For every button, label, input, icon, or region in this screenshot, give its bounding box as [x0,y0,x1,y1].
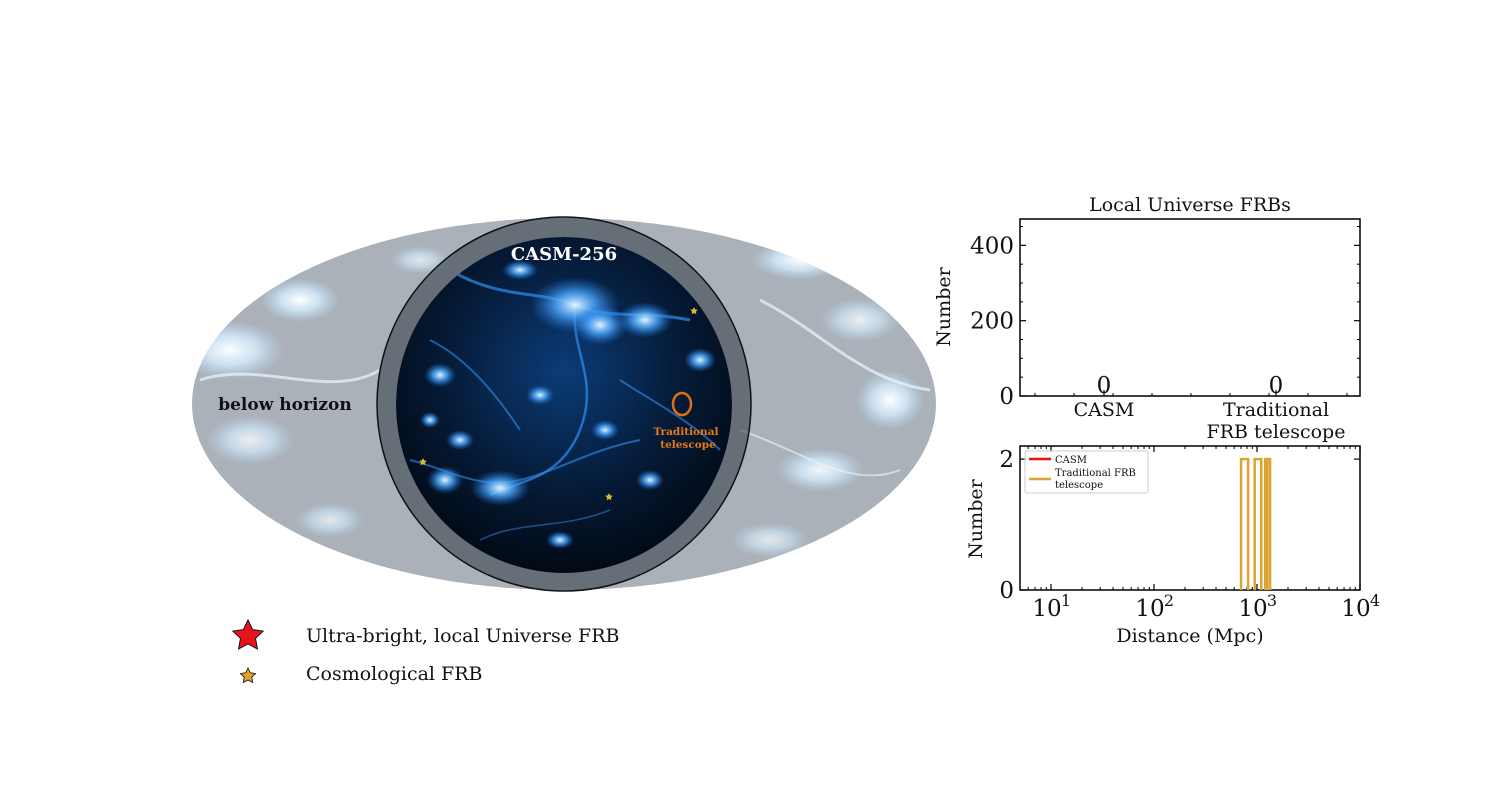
chart2-histogram-step [1239,457,1250,590]
chart2-ylabel: Number [965,478,987,558]
chart1-category-label: Traditional [1223,399,1329,421]
chart1-title: Local Universe FRBs [1089,194,1291,216]
small-gold-star-icon [239,667,257,684]
chart2-legend: CASM Traditional FRB telescope [1024,450,1149,494]
chart1-value-label: 0 [1097,373,1112,399]
chart1-ytick-label: 0 [999,384,1014,410]
chart2-histogram-step [1253,457,1263,590]
chart1-category-label: CASM [1074,399,1135,421]
field-of-view [396,237,732,573]
chart2-ytick-label: 0 [999,578,1014,604]
chart2-xtick-exponent: 3 [1267,591,1277,610]
chart2-xtick-exponent: 4 [1370,591,1380,610]
cosmological-frb-star-icon [419,458,427,466]
chart2-xtick-label: 10 [1032,596,1061,622]
chart1-category-label: FRB telescope [1207,421,1346,443]
chart2-xtick-exponent: 2 [1164,591,1174,610]
telescope-label-line1: Traditional [654,426,719,438]
chart1-value-label: 0 [1269,373,1284,399]
legend-label-cosmological-frb: Cosmological FRB [306,663,482,685]
map-legend: Ultra-bright, local Universe FRB Cosmolo… [231,618,619,685]
sky-map: CASM-256 below horizon Traditional teles… [192,216,936,592]
chart2-xtick-label: 10 [1341,596,1370,622]
chart1-plot-frame [1019,218,1361,397]
below-horizon-label: below horizon [218,395,352,415]
chart2-xtick-label: 10 [1135,596,1164,622]
chart2-histogram-step [1266,457,1272,590]
legend-label-local-frb: Ultra-bright, local Universe FRB [306,625,619,647]
chart1-ylabel: Number [933,266,955,346]
chart1-ytick-label: 200 [970,309,1014,335]
cosmological-frb-markers [419,307,698,501]
chart2-plot-frame [1019,445,1361,591]
telescope-label-line2: telescope [660,439,716,451]
chart2-xtick-exponent: 1 [1061,591,1071,610]
telescope-beam-icon [671,391,693,417]
cosmological-frb-star-icon [690,307,698,315]
distance-histogram-chart: Number Distance (Mpc) 10 1 10 2 10 3 10 402 CAS… [965,445,1380,647]
legend-label-traditional-line1: Traditional FRB [1055,468,1136,479]
legend-label-casm: CASM [1055,455,1087,466]
cosmological-frb-star-icon [605,493,613,501]
field-label: CASM-256 [511,244,617,265]
large-red-star-icon [231,618,265,650]
chart2-xlabel: Distance (Mpc) [1116,625,1263,647]
chart2-xtick-label: 10 [1238,596,1267,622]
legend-label-traditional-line2: telescope [1055,480,1103,491]
chart2-legend-box [1024,450,1149,494]
chart2-ytick-label: 2 [999,447,1014,473]
chart1-ytick-label: 400 [970,233,1014,259]
